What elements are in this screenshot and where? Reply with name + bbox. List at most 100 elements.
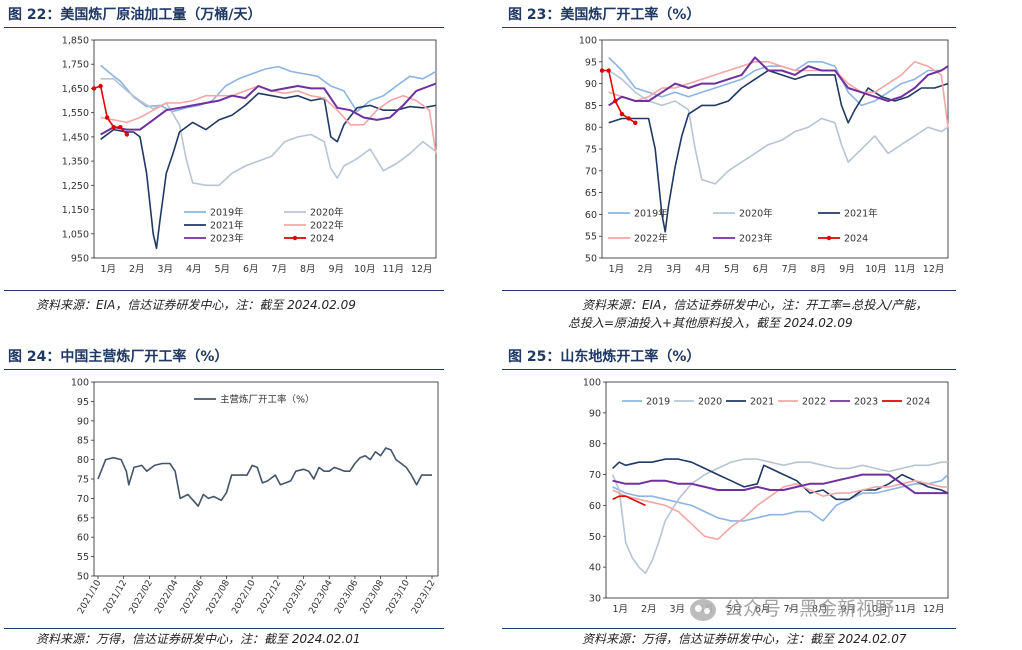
y-tick-label: 30 xyxy=(589,594,601,605)
series-line xyxy=(100,92,437,250)
x-tick-label: 2022/04 xyxy=(153,578,180,616)
y-tick-label: 80 xyxy=(589,439,601,450)
source-divider xyxy=(502,628,956,629)
plot-frame xyxy=(93,381,439,577)
series-marker xyxy=(619,111,625,117)
plot-frame xyxy=(605,381,949,599)
title-underline xyxy=(4,369,444,370)
x-tick-label: 2023/10 xyxy=(385,578,412,616)
x-tick-label: 5月 xyxy=(724,264,740,275)
y-tick-label: 75 xyxy=(77,475,89,486)
x-tick-label: 4月 xyxy=(186,264,202,275)
legend-label: 2022年 xyxy=(634,233,668,245)
x-tick-label: 2023/12 xyxy=(410,579,437,616)
legend-label: 2020年 xyxy=(739,208,773,220)
legend-label: 2020 xyxy=(698,397,722,408)
legend-label: 2021年 xyxy=(210,220,244,232)
series-line xyxy=(100,85,437,154)
chart-source-note: 资料来源：万得，信达证券研发中心，注：截至 2024.02.01 xyxy=(36,632,361,646)
chart-svg: 505560657075808590951002021/102021/12202… xyxy=(71,378,439,616)
series-line xyxy=(611,458,948,575)
y-tick-label: 50 xyxy=(589,532,601,543)
x-tick-label: 2022/10 xyxy=(230,578,257,616)
chart-svg: 50 55 60 65 70 75 80 85 90 95 100 1月 2月 3月 4月 5月 6月 7月 8月 9… xyxy=(579,36,949,275)
chart-title-shandong-refinery-utilization: 图 25：山东地炼开工率（%） xyxy=(508,349,701,365)
series-marker xyxy=(613,98,618,104)
legend-label: 2022 xyxy=(802,397,826,408)
x-tick-label: 3月 xyxy=(669,604,685,615)
x-tick-label: 2022/12 xyxy=(256,579,283,616)
series-line xyxy=(100,82,437,136)
chart-china-refinery-utilization: 50 55 60 65 70 75 80 85 90 95 100 2021/10 2021/12 202… xyxy=(54,372,444,628)
y-tick-label: 90 xyxy=(77,416,89,427)
x-tick-label: 9月 xyxy=(839,264,855,275)
series-line xyxy=(602,69,636,124)
y-tick-label: 60 xyxy=(585,210,597,221)
title-underline xyxy=(4,27,444,28)
legend-label: 2021年 xyxy=(844,208,878,220)
legend-label: 2024 xyxy=(906,397,930,408)
chart-us-refinery-utilization: 50 55 60 65 70 75 80 85 90 95 100 1月 2月 3月 4月 5月 6月 7月 8月 9… xyxy=(566,30,956,288)
series-line xyxy=(612,458,949,501)
series-marker xyxy=(606,68,611,73)
chart-shandong-refinery-utilization: 304050607080901001月2月3月4月5月6月7月8月9月10月11… xyxy=(566,372,956,628)
chart-title-china-refinery-utilization: 图 24：中国主营炼厂开工率（%） xyxy=(8,349,229,365)
y-tick-label: 1,750 xyxy=(62,60,89,71)
legend-label: 2019年 xyxy=(634,208,668,220)
series-line xyxy=(608,61,949,128)
x-tick-label: 2022/02 xyxy=(128,579,155,616)
x-tick-label: 9月 xyxy=(328,264,344,275)
source-divider xyxy=(4,290,444,291)
series-line xyxy=(612,495,646,507)
chart-svg: 304050607080901001月2月3月4月5月6月7月8月9月10月11… xyxy=(583,378,949,615)
x-tick-label: 2023/04 xyxy=(307,578,334,616)
watermark-text: 公众号 · 黑金新视野 xyxy=(724,598,895,620)
legend-label: 主营炼厂开工率（%） xyxy=(220,394,315,406)
series-line xyxy=(612,474,949,522)
y-tick-label: 55 xyxy=(585,232,597,243)
y-tick-label: 85 xyxy=(585,101,597,112)
y-tick-label: 70 xyxy=(585,166,597,177)
title-underline xyxy=(502,369,956,370)
x-tick-label: 1月 xyxy=(612,604,628,615)
series-line xyxy=(608,56,949,107)
x-tick-label: 2021/12 xyxy=(102,579,129,616)
x-tick-label: 2021/10 xyxy=(76,578,103,616)
x-tick-label: 1月 xyxy=(609,264,625,275)
chart-source-note: 资料来源：EIA，信达证券研发中心，注：截至 2024.02.09 xyxy=(36,298,356,312)
y-tick-label: 50 xyxy=(585,254,597,265)
y-tick-label: 1,550 xyxy=(62,108,89,119)
chart-source-note: 资料来源：EIA，信达证券研发中心，注：开工率=总投入/产能， xyxy=(582,298,928,312)
y-tick-label: 60 xyxy=(589,501,601,512)
y-tick-label: 75 xyxy=(585,145,597,156)
y-tick-label: 70 xyxy=(77,494,89,505)
y-tick-label: 1,250 xyxy=(62,181,89,192)
x-tick-label: 11月 xyxy=(894,604,916,615)
series-line xyxy=(100,64,437,113)
series-marker xyxy=(118,125,123,130)
chart-title-us-refinery-throughput: 图 22：美国炼厂原油加工量（万桶/天） xyxy=(8,7,262,23)
wechat-icon xyxy=(690,598,716,621)
x-tick-label: 10月 xyxy=(866,604,888,615)
x-tick-label: 7月 xyxy=(782,264,798,275)
legend-label: 2024 xyxy=(310,234,334,245)
series-line xyxy=(612,479,948,541)
series-marker xyxy=(124,132,130,137)
y-tick-label: 50 xyxy=(77,572,89,583)
series-line xyxy=(608,69,949,185)
chart-source-note-line2: 总投入=原油投入+其他原料投入，截至 2024.02.09 xyxy=(568,316,853,330)
chart-title-us-refinery-utilization: 图 23：美国炼厂开工率（%） xyxy=(508,7,701,23)
x-tick-label: 5月 xyxy=(214,264,230,275)
legend-label: 2023年 xyxy=(739,233,773,245)
x-tick-label: 8月 xyxy=(810,264,826,275)
y-tick-label: 65 xyxy=(77,513,89,524)
x-tick-label: 11月 xyxy=(382,264,404,275)
y-tick-label: 1,350 xyxy=(62,157,89,168)
y-tick-label: 100 xyxy=(579,36,597,47)
x-tick-label: 3月 xyxy=(666,264,682,275)
legend-label: 2019 xyxy=(646,397,670,408)
x-tick-label: 6月 xyxy=(753,264,769,275)
series-line xyxy=(97,447,432,507)
x-tick-label: 7月 xyxy=(783,604,799,615)
y-tick-label: 55 xyxy=(77,552,89,563)
